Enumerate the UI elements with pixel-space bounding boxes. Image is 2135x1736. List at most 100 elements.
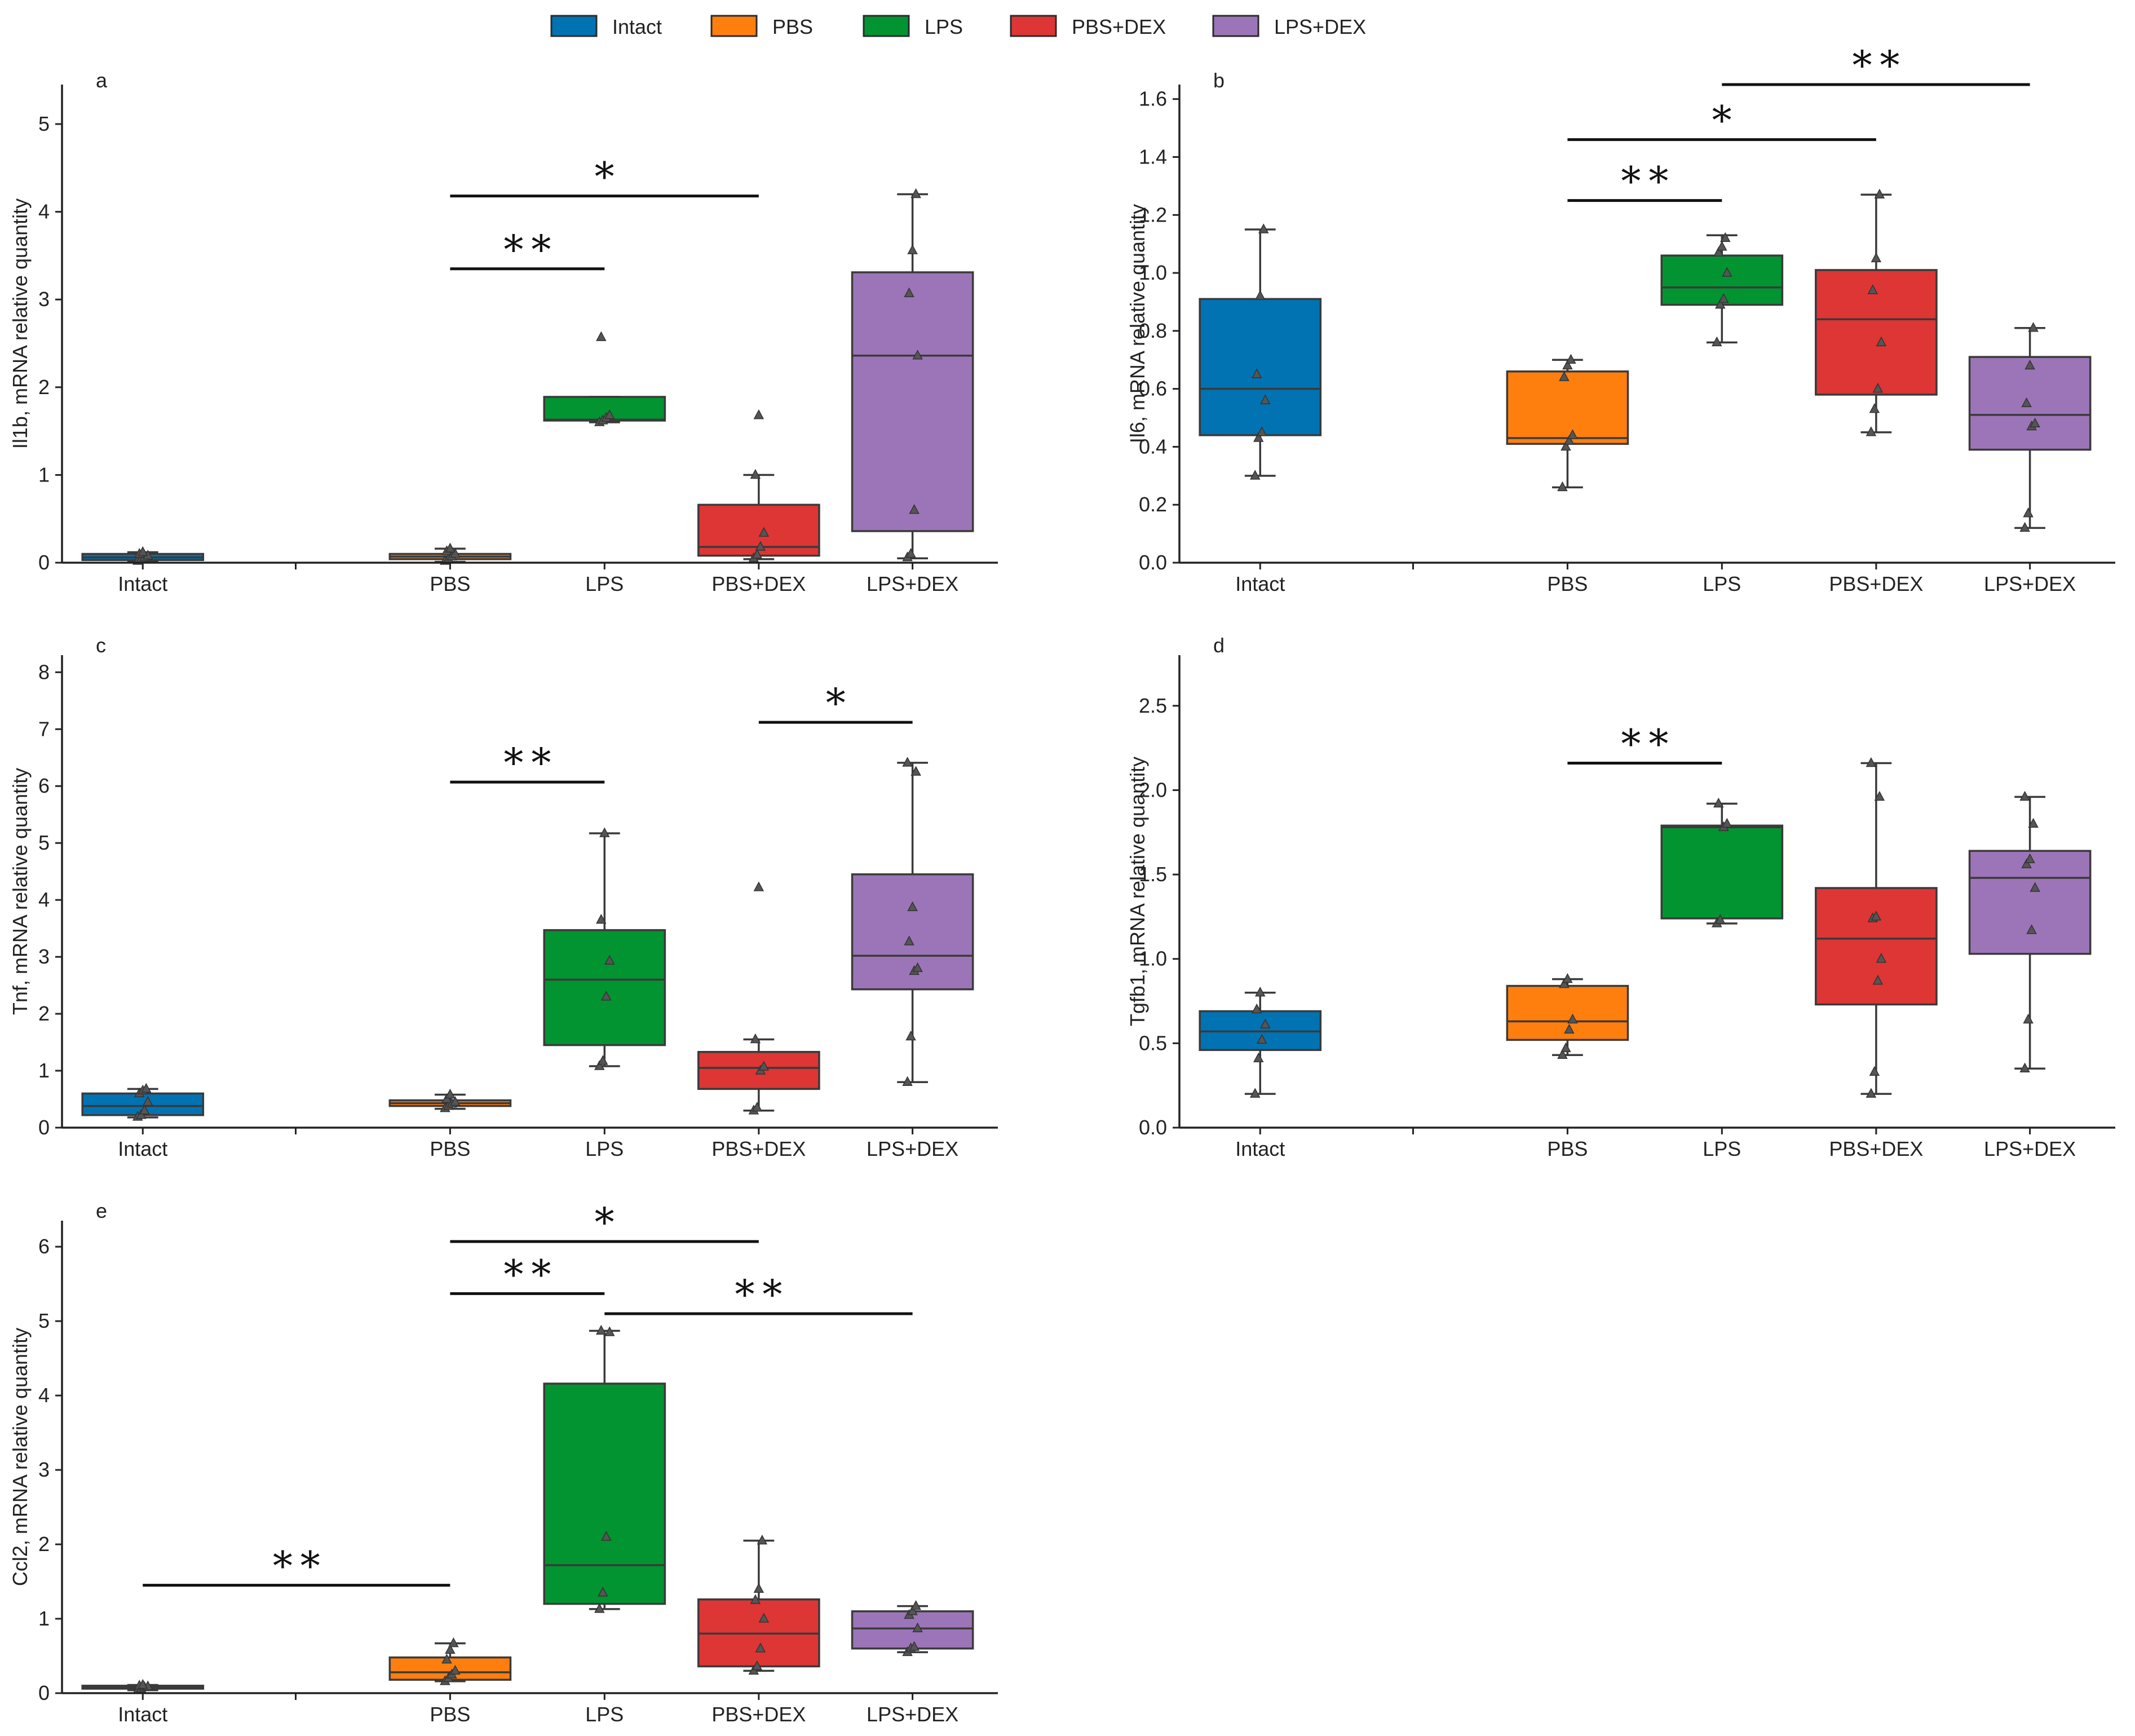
panel-e-y-tick-label: 1	[38, 1607, 50, 1630]
panel-e-lps-dex-point	[909, 1641, 920, 1651]
panel-c-letter: c	[96, 634, 106, 657]
legend-label-lps-dex: LPS+DEX	[1274, 15, 1366, 38]
panel-c-lps-dex-point	[912, 962, 923, 973]
panel-a-pbs-dex-point	[758, 527, 770, 537]
legend: Intact PBS LPS PBS+DEX LPS+DEX	[550, 15, 1366, 38]
legend-label-pbs: PBS	[772, 15, 813, 38]
panel-d-y-tick-label: 0.0	[1139, 1116, 1167, 1139]
panel-d: d Tgfb1, mRNA relative quantity 0.0 0.5 1.0 1…	[1126, 634, 2115, 1160]
panel-e-x-tick-label-lps-dex: LPS+DEX	[867, 1703, 958, 1726]
panel-d-lps-dex-point	[2023, 1013, 2034, 1024]
panel-c-pbs-point	[445, 1088, 456, 1099]
panel-d-pbs-dex-point	[1866, 1088, 1877, 1098]
panel-b-x-tick-label-lps-dex: LPS+DEX	[1984, 572, 2076, 595]
panel-b-intact-point	[1257, 426, 1267, 436]
panel-c-lps-dex-point	[910, 766, 921, 776]
panel-a-lps-dex-point	[907, 244, 918, 254]
panel-a-x-tick-label-intact: Intact	[118, 572, 167, 595]
panel-e-y-tick-label: 2	[38, 1532, 50, 1556]
panel-e-x-tick-label-lps: LPS	[585, 1703, 624, 1726]
panel-d-lps-point	[1722, 818, 1732, 828]
panel-a-y-tick-label: 0	[38, 551, 50, 574]
panel-d-pbs-dex-box	[1815, 887, 1938, 1006]
panel-d-pbs-point	[1559, 978, 1570, 988]
panel-c-lps-point	[594, 1060, 605, 1070]
panel-c-y-tick-label: 8	[38, 660, 50, 683]
panel-d-pbs-point	[1561, 1042, 1571, 1053]
panel-a-lps-dex-point	[909, 504, 920, 514]
panel-d-intact-point	[1250, 1088, 1261, 1098]
panel-d-x-tick-label-lps-dex: LPS+DEX	[1984, 1137, 2076, 1160]
panel-b-lps-dex-point	[2023, 507, 2034, 518]
panel-e-y-tick-label: 3	[38, 1458, 50, 1481]
panel-c-lps-dex-point	[907, 901, 918, 912]
panel-b-x-tick-label-pbs-dex: PBS+DEX	[1829, 572, 1923, 595]
panel-c-x-tick-label-lps: LPS	[585, 1137, 624, 1160]
panel-e-lps-point	[601, 1531, 612, 1541]
chart-panels: a Il1b, mRNA relative quantity 0 1 2 3 4 5 Intac…	[8, 42, 2115, 1726]
panel-a-pbs-point	[445, 542, 456, 553]
panel-b-lps-box-group	[1660, 232, 1784, 347]
panel-a-pbs-box-group	[388, 542, 512, 565]
panel-a-pbs-dex-point	[752, 549, 763, 559]
panel-c-x-tick-label-intact: Intact	[118, 1137, 167, 1160]
panel-e-y-tick-label: 0	[38, 1681, 50, 1704]
panel-d-pbs-dex-point	[1871, 911, 1882, 921]
panel-b-intact-box	[1199, 298, 1322, 436]
panel-a-lps-dex-point	[910, 188, 921, 198]
panel-b-pbs-dex-point	[1872, 383, 1884, 393]
panel-b-pbs-dex-point	[1876, 336, 1887, 347]
panel-b-lps-dex-point	[2028, 322, 2039, 332]
panel-e-intact-box-group	[81, 1678, 205, 1694]
panel-b-lps-point	[1715, 299, 1726, 309]
panel-c-intact-point	[141, 1083, 152, 1093]
panel-c-pbs-dex-point	[753, 881, 764, 891]
panel-d-pbs-dex-point	[1874, 790, 1885, 801]
panel-d-x-tick-label-pbs: PBS	[1547, 1137, 1588, 1160]
panel-c-x-tick-label-lps-dex: LPS+DEX	[867, 1137, 958, 1160]
panel-d-lps-dex-point	[2030, 882, 2040, 892]
panel-b-pbs-dex-box-group	[1815, 188, 1938, 436]
panel-a-lps-dex-point	[912, 350, 923, 360]
panel-b-x-tick-label-intact: Intact	[1235, 572, 1285, 595]
panel-b-lps-point	[1720, 232, 1731, 242]
panel-c-intact-point	[139, 1105, 150, 1115]
legend-label-intact: Intact	[612, 15, 662, 38]
panel-a-y-axis-label: Il1b, mRNA relative quantity	[8, 198, 32, 449]
panel-e-pbs-dex-point	[757, 1534, 768, 1545]
panel-b-pbs-box-group	[1506, 354, 1629, 492]
panel-d-lps-dex-point	[2019, 790, 2030, 801]
panel-c-intact-box-group	[81, 1083, 205, 1121]
panel-a-x-tick-label-lps-dex: LPS+DEX	[867, 572, 958, 595]
panel-e-pbs-dex-point	[758, 1613, 770, 1623]
panel-d-pbs-dex-point	[1872, 975, 1884, 985]
legend-swatch-pbs	[710, 15, 758, 37]
panel-e-y-axis-label: Ccl2, mRNA relative quantity	[8, 1328, 32, 1586]
panel-e-lps-box	[543, 1382, 666, 1605]
panel-c-y-tick-label: 5	[38, 831, 50, 854]
panel-c-significance-label: *	[826, 680, 846, 726]
panel-c-lps-dex-point	[902, 1076, 913, 1086]
panel-d-x-tick-label-pbs-dex: PBS+DEX	[1829, 1137, 1923, 1160]
panel-b-pbs-dex-point	[1874, 188, 1885, 199]
panel-e-lps-point	[596, 1324, 607, 1335]
panel-a-x-tick-label-pbs-dex: PBS+DEX	[711, 572, 806, 595]
panel-b-lps-point	[1718, 293, 1729, 303]
panel-d-y-tick-label: 0.5	[1139, 1031, 1167, 1054]
panel-e-letter: e	[96, 1199, 107, 1222]
panel-c-lps-point	[596, 913, 607, 924]
panel-d-lps-dex-point	[2026, 924, 2037, 934]
panel-b-intact-point	[1252, 368, 1262, 378]
panel-b-y-axis-label: Il6, mRNA relative quantity	[1126, 204, 1149, 443]
panel-a-significance-label: *	[595, 154, 615, 200]
panel-a-y-tick-label: 3	[38, 288, 50, 311]
panel-b-significance-label: * *	[1621, 158, 1668, 205]
panel-d-pbs-point	[1564, 1023, 1575, 1034]
panel-d-pbs-dex-point	[1876, 953, 1887, 963]
panel-b-y-tick-label: 1.4	[1139, 145, 1167, 168]
panel-c-lps-point	[601, 991, 612, 1001]
panel-d-pbs-dex-point	[1866, 757, 1877, 767]
panel-b-lps-dex-point	[2030, 417, 2040, 428]
panel-c-pbs-dex-box-group	[697, 881, 820, 1115]
panel-e-intact-point	[138, 1678, 148, 1689]
